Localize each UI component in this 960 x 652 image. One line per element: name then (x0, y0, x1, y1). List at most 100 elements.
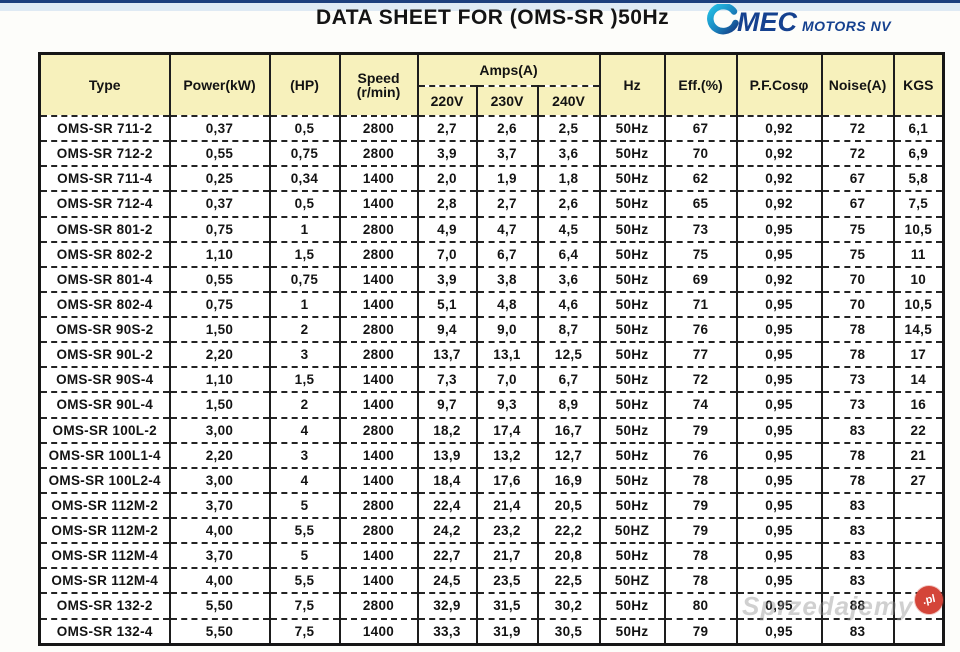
cell-speed: 2800 (338, 114, 418, 142)
cell-power_kw: 3,00 (168, 416, 270, 443)
cell-noise: 78 (820, 466, 894, 493)
cell-hp: 0,75 (268, 140, 340, 167)
cell-speed: 1400 (338, 441, 418, 468)
cell-power_kw: 0,55 (168, 265, 270, 292)
cell-noise: 83 (820, 516, 894, 544)
cell-eff_pct: 78 (663, 542, 737, 569)
cell-hp: 5,5 (268, 567, 340, 594)
cell-type: OMS-SR 712-2 (38, 140, 170, 167)
cell-power_kw: 0,37 (168, 114, 270, 142)
cell-type: OMS-SR 712-4 (38, 190, 170, 217)
cell-hz: 50Hz (598, 215, 665, 242)
cell-amps_220v: 13,9 (416, 441, 477, 468)
cell-amps_240v: 20,5 (536, 491, 600, 518)
cell-speed: 2800 (338, 315, 418, 343)
col-header-noise: Noise(A) (820, 52, 894, 116)
cell-type: OMS-SR 132-2 (38, 592, 170, 619)
cell-pf_cos: 0,95 (735, 315, 822, 343)
cell-kgs (892, 542, 944, 569)
table-body: OMS-SR 711-2 0,37 0,5 2800 2,7 2,6 2,5 50Hz 67 0,… (38, 114, 944, 645)
cell-amps_240v: 12,7 (536, 441, 600, 468)
cell-type: OMS-SR 90S-4 (38, 366, 170, 393)
logo-name: MEC (737, 6, 797, 37)
cell-hz: 50Hz (598, 617, 665, 645)
cell-amps_220v: 22,7 (416, 542, 477, 569)
cell-power_kw: 5,50 (168, 592, 270, 619)
cell-eff_pct: 79 (663, 617, 737, 645)
cell-hp: 1,5 (268, 366, 340, 393)
col-header-hz: Hz (598, 52, 665, 116)
cell-amps_220v: 18,4 (416, 466, 477, 493)
col-header-kgs: KGS (892, 52, 944, 116)
cell-amps_240v: 3,6 (536, 265, 600, 292)
cell-amps_230v: 31,5 (475, 592, 538, 619)
cell-speed: 2800 (338, 140, 418, 167)
cell-amps_230v: 21,7 (475, 542, 538, 569)
cell-eff_pct: 69 (663, 265, 737, 292)
cell-eff_pct: 78 (663, 466, 737, 493)
table-header: Type Power(kW) (HP) Speed (r/min) Amps(A… (38, 52, 944, 116)
cell-amps_220v: 2,7 (416, 114, 477, 142)
cell-pf_cos: 0,92 (735, 140, 822, 167)
cell-kgs: 6,1 (892, 114, 944, 142)
cell-hz: 50Hz (598, 114, 665, 142)
cell-amps_220v: 3,9 (416, 140, 477, 167)
cell-pf_cos: 0,95 (735, 516, 822, 544)
cell-amps_220v: 5,1 (416, 290, 477, 317)
cell-pf_cos: 0,95 (735, 366, 822, 393)
cell-noise: 83 (820, 617, 894, 645)
cell-noise: 88 (820, 592, 894, 619)
cell-amps_230v: 31,9 (475, 617, 538, 645)
cell-kgs: 14 (892, 366, 944, 393)
cell-amps_230v: 3,7 (475, 140, 538, 167)
table-row: OMS-SR 132-4 5,50 7,5 1400 33,3 31,9 30,5 50Hz 7… (38, 617, 944, 645)
cell-amps_240v: 16,7 (536, 416, 600, 443)
cell-amps_220v: 2,8 (416, 190, 477, 217)
cell-amps_240v: 6,7 (536, 366, 600, 393)
cell-hz: 50HZ (598, 516, 665, 544)
cell-pf_cos: 0,95 (735, 391, 822, 418)
col-header-power: Power(kW) (168, 52, 270, 116)
cell-amps_230v: 6,7 (475, 240, 538, 267)
cell-power_kw: 0,37 (168, 190, 270, 217)
cell-type: OMS-SR 801-2 (38, 215, 170, 242)
cell-kgs (892, 592, 944, 619)
cell-type: OMS-SR 100L1-4 (38, 441, 170, 468)
cell-pf_cos: 0,95 (735, 441, 822, 468)
cell-noise: 83 (820, 491, 894, 518)
cell-kgs: 10 (892, 265, 944, 292)
cell-amps_240v: 3,6 (536, 140, 600, 167)
table-row: OMS-SR 801-4 0,55 0,75 1400 3,9 3,8 3,6 50Hz 69 0… (38, 265, 944, 292)
cell-amps_220v: 18,2 (416, 416, 477, 443)
col-header-amps: Amps(A) (416, 52, 600, 86)
cell-amps_240v: 22,2 (536, 516, 600, 544)
col-header-speed-line1: Speed (357, 70, 400, 86)
cell-speed: 2800 (338, 516, 418, 544)
cell-eff_pct: 80 (663, 592, 737, 619)
cell-kgs (892, 617, 944, 645)
cell-noise: 70 (820, 290, 894, 317)
top-border-line (0, 0, 960, 3)
cell-hp: 3 (268, 441, 340, 468)
cell-amps_240v: 1,8 (536, 165, 600, 192)
cell-noise: 78 (820, 315, 894, 343)
cell-power_kw: 4,00 (168, 516, 270, 544)
col-header-240v: 240V (536, 85, 600, 116)
cell-power_kw: 3,70 (168, 491, 270, 518)
cell-type: OMS-SR 132-4 (38, 617, 170, 645)
cell-hp: 7,5 (268, 617, 340, 645)
table-row: OMS-SR 100L1-4 2,20 3 1400 13,9 13,2 12,7 50Hz 7… (38, 441, 944, 468)
col-header-220v: 220V (416, 85, 477, 116)
table-row: OMS-SR 112M-2 3,70 5 2800 22,4 21,4 20,5 50Hz 79… (38, 491, 944, 518)
cell-amps_230v: 2,6 (475, 114, 538, 142)
table-row: OMS-SR 802-4 0,75 1 1400 5,1 4,8 4,6 50Hz 71 0,95… (38, 290, 944, 317)
cell-amps_230v: 23,2 (475, 516, 538, 544)
table-row: OMS-SR 90S-2 1,50 2 2800 9,4 9,0 8,7 50Hz 76 0,95… (38, 315, 944, 343)
cell-type: OMS-SR 100L2-4 (38, 466, 170, 493)
cell-amps_220v: 4,9 (416, 215, 477, 242)
cell-kgs: 11 (892, 240, 944, 267)
cell-kgs: 10,5 (892, 215, 944, 242)
cell-amps_230v: 17,6 (475, 466, 538, 493)
cell-amps_230v: 2,7 (475, 190, 538, 217)
cell-amps_240v: 2,5 (536, 114, 600, 142)
